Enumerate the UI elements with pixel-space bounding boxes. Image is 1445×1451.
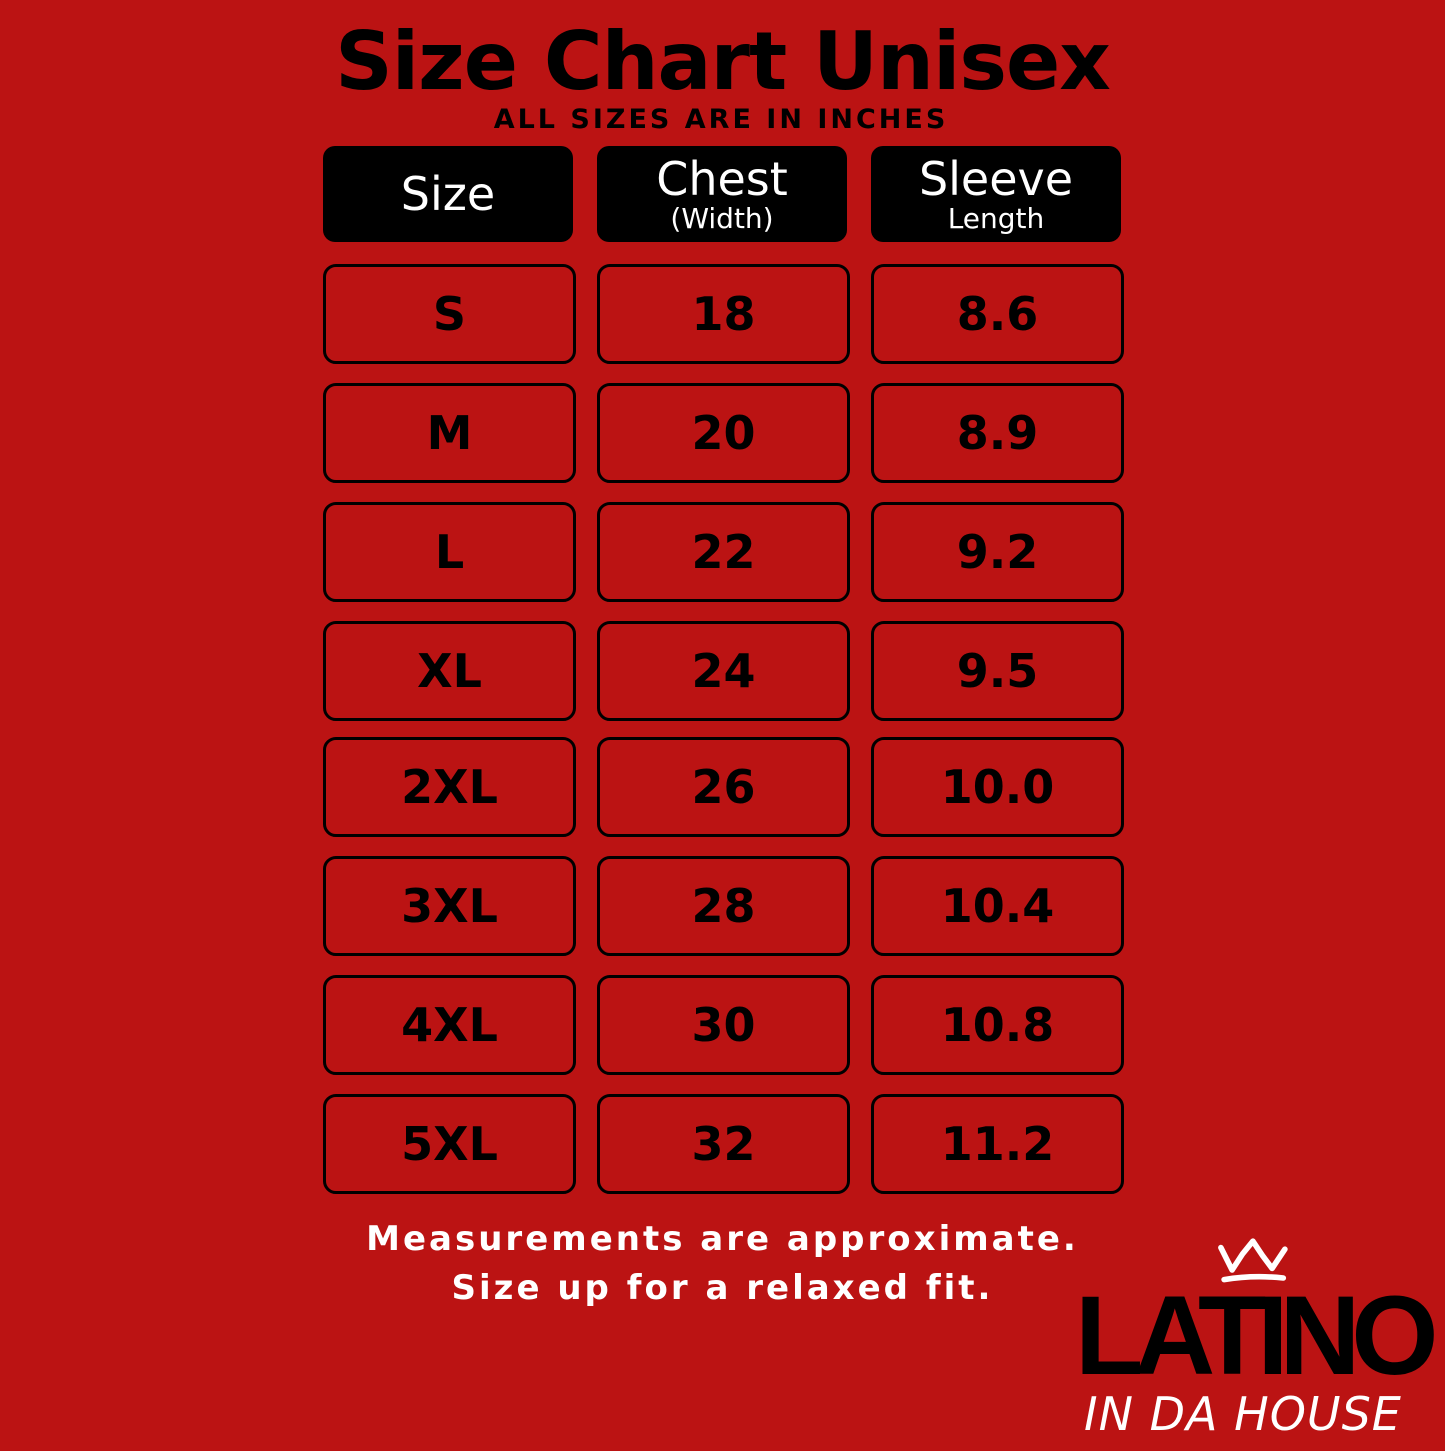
cell-chest: 32	[597, 1094, 850, 1194]
cell-sleeve: 10.4	[871, 856, 1124, 956]
cell-sleeve: 9.5	[871, 621, 1124, 721]
note-line-1: Measurements are approximate.	[366, 1219, 1079, 1259]
logo-in-da-house: IN DA HOUSE	[1084, 1387, 1402, 1441]
cell-chest: 20	[597, 383, 850, 483]
cell-size: L	[323, 502, 576, 602]
cell-size: XL	[323, 621, 576, 721]
cell-chest: 22	[597, 502, 850, 602]
cell-size: 4XL	[323, 975, 576, 1075]
crown-icon	[1218, 1238, 1288, 1283]
header-size: Size	[323, 146, 573, 242]
cell-chest: 18	[597, 264, 850, 364]
header-sleeve-sublabel: Length	[947, 202, 1045, 235]
cell-sleeve: 8.6	[871, 264, 1124, 364]
header-size-label: Size	[400, 167, 496, 221]
cell-sleeve: 10.8	[871, 975, 1124, 1075]
logo-latino: LATINO	[1075, 1273, 1439, 1398]
cell-chest: 30	[597, 975, 850, 1075]
brand-logo: LATINO IN DA HOUSE	[1070, 1238, 1440, 1443]
header-sleeve: Sleeve Length	[871, 146, 1121, 242]
cell-size: 5XL	[323, 1094, 576, 1194]
cell-sleeve: 10.0	[871, 737, 1124, 837]
cell-sleeve: 9.2	[871, 502, 1124, 602]
page-title: Size Chart Unisex	[335, 15, 1111, 108]
header-chest-label: Chest	[656, 152, 788, 206]
cell-size: 3XL	[323, 856, 576, 956]
header-sleeve-label: Sleeve	[918, 152, 1074, 206]
cell-chest: 24	[597, 621, 850, 721]
page-subtitle: ALL SIZES ARE IN INCHES	[493, 104, 949, 135]
cell-size: M	[323, 383, 576, 483]
cell-sleeve: 11.2	[871, 1094, 1124, 1194]
header-chest-sublabel: (Width)	[670, 202, 774, 235]
cell-chest: 26	[597, 737, 850, 837]
cell-size: 2XL	[323, 737, 576, 837]
cell-chest: 28	[597, 856, 850, 956]
cell-sleeve: 8.9	[871, 383, 1124, 483]
header-chest: Chest (Width)	[597, 146, 847, 242]
cell-size: S	[323, 264, 576, 364]
note-line-2: Size up for a relaxed fit.	[451, 1268, 994, 1308]
